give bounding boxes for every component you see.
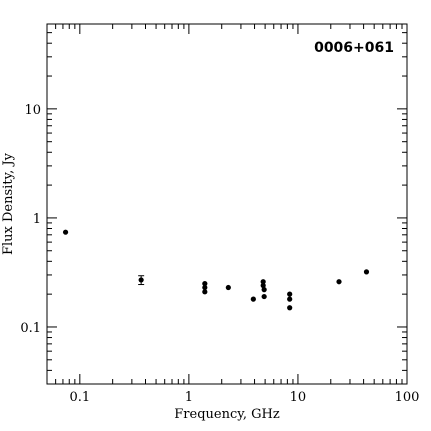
x-axis-title: Frequency, GHz (174, 407, 280, 422)
x-tick-label: 100 (395, 390, 420, 405)
data-point (363, 269, 370, 275)
y-tick-label: 10 (24, 103, 41, 118)
data-point (261, 293, 267, 300)
data-point (287, 296, 293, 302)
data-points (62, 229, 370, 311)
data-point (287, 305, 293, 311)
data-point (62, 229, 69, 235)
x-tick-label: 10 (290, 390, 307, 405)
data-point (260, 279, 266, 285)
data-point (202, 284, 208, 291)
data-point (336, 279, 342, 285)
data-point (261, 287, 267, 293)
data-point (202, 280, 208, 287)
y-tick-label: 1 (33, 212, 41, 227)
tick-labels: 0.1 1 10 100 0.1 1 10 (20, 103, 419, 405)
x-tick-label: 0.1 (69, 390, 90, 405)
axis-ticks (46, 23, 408, 385)
data-point (250, 296, 256, 302)
y-tick-label: 0.1 (20, 321, 41, 336)
x-tick-label: 1 (185, 390, 193, 405)
data-point (287, 291, 293, 297)
data-point (225, 284, 231, 291)
y-axis-title: Flux Density, Jy (1, 152, 16, 255)
data-point (138, 277, 144, 283)
data-point (202, 289, 208, 295)
plot-frame (46, 23, 408, 385)
data-point (260, 282, 266, 289)
chart-title: 0006+061 (314, 40, 394, 56)
